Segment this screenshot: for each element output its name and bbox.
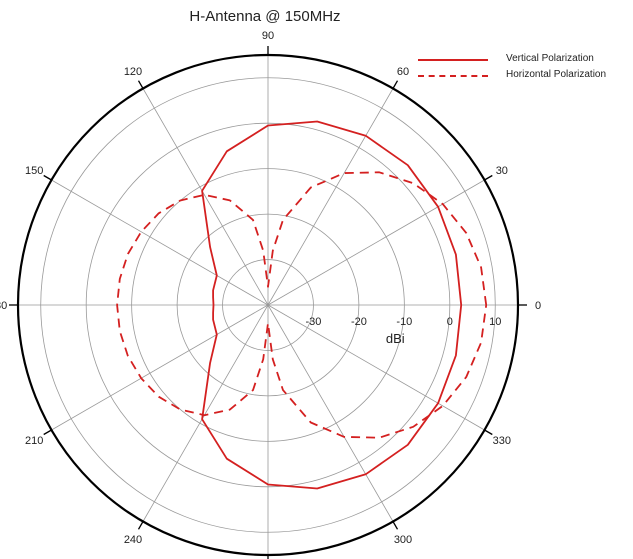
angle-tick-mark <box>392 521 399 530</box>
grid-spoke <box>142 304 269 522</box>
legend-swatch-dashed <box>418 75 488 77</box>
grid-spoke <box>142 88 269 306</box>
angle-tick-label: 60 <box>397 66 409 78</box>
angle-tick-mark <box>392 80 399 89</box>
grid-spoke <box>267 88 394 306</box>
angle-tick-label: 90 <box>262 30 274 42</box>
angle-tick-label: 30 <box>496 165 508 177</box>
series-layer <box>116 120 488 490</box>
angle-tick-label: 240 <box>124 534 142 546</box>
angle-tick-mark <box>484 174 493 181</box>
label-layer: 0306090120150180210240270300330-30-20-10… <box>0 30 541 546</box>
radial-tick-label: 0 <box>447 316 453 328</box>
radial-tick-label: -10 <box>396 316 412 328</box>
angle-tick-mark <box>137 521 144 530</box>
radial-tick-label: -20 <box>351 316 367 328</box>
angle-tick-mark <box>484 429 493 436</box>
chart-title: H-Antenna @ 150MHz <box>189 8 341 25</box>
angle-tick-label: 0 <box>535 300 541 312</box>
angle-tick-label: 150 <box>25 165 43 177</box>
angle-tick-mark <box>43 174 52 181</box>
angle-tick-label: 180 <box>0 300 7 312</box>
angle-tick-mark <box>137 80 144 89</box>
radial-tick-label: 10 <box>489 316 501 328</box>
series-line-horizontal <box>116 171 488 439</box>
legend-item-vertical: Vertical Polarization <box>418 52 633 68</box>
grid-spoke <box>51 179 269 306</box>
grid-spoke <box>267 304 485 431</box>
legend-label-vertical: Vertical Polarization <box>506 53 594 64</box>
polar-grid <box>9 46 527 559</box>
legend-item-horizontal: Horizontal Polarization <box>418 68 633 84</box>
radial-axis-label: dBi <box>386 331 405 346</box>
angle-tick-label: 300 <box>394 534 412 546</box>
radial-tick-label: -30 <box>306 316 322 328</box>
angle-tick-label: 210 <box>25 435 43 447</box>
legend: Vertical Polarization Horizontal Polariz… <box>418 52 633 84</box>
legend-swatch-solid <box>418 59 488 61</box>
angle-tick-mark <box>43 429 52 436</box>
legend-label-horizontal: Horizontal Polarization <box>506 69 607 80</box>
angle-tick-label: 330 <box>493 435 511 447</box>
angle-tick-label: 120 <box>124 66 142 78</box>
series-line-vertical <box>201 120 463 490</box>
grid-spoke <box>51 304 269 431</box>
grid-spoke <box>267 179 485 306</box>
grid-spoke <box>267 304 394 522</box>
